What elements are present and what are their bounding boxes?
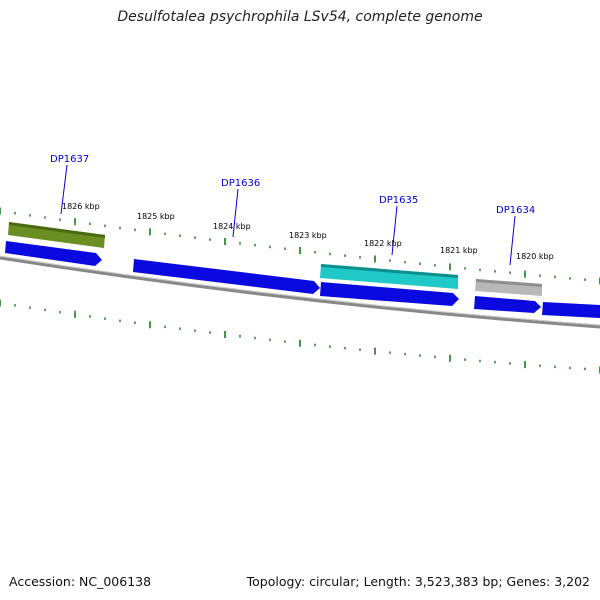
inner-tick-row xyxy=(0,207,600,285)
tick-label-group: 1826 kbp 1825 kbp 1824 kbp 1823 kbp 1822 kbp… xyxy=(62,202,554,261)
gene-bar-dp1635[interactable] xyxy=(320,264,458,289)
scale-tick-label: 1826 kbp xyxy=(62,202,100,211)
scale-tick-label: 1821 kbp xyxy=(440,246,478,255)
scale-tick-label: 1824 kbp xyxy=(213,222,251,231)
gene-track xyxy=(8,222,542,296)
cds-track xyxy=(5,241,600,318)
gene-label-dp1635[interactable]: DP1635 xyxy=(379,195,418,206)
gene-labels: DP1637 DP1636 DP1635 DP1634 xyxy=(50,154,535,216)
gene-bar-dp1637-shade xyxy=(9,222,105,238)
genome-info-text: Topology: circular; Length: 3,523,383 bp… xyxy=(246,574,590,589)
accession-text: Accession: NC_006138 xyxy=(9,574,152,589)
outer-tick-row xyxy=(0,299,600,374)
gene-label-dp1637[interactable]: DP1637 xyxy=(50,154,89,165)
gene-label-leaders xyxy=(60,164,516,266)
gene-bar-dp1634-shade xyxy=(476,279,542,287)
cds-arrow[interactable] xyxy=(133,259,320,294)
cds-arrow[interactable] xyxy=(5,241,102,266)
scale-tick-label: 1823 kbp xyxy=(289,231,327,240)
scale-tick-label: 1822 kbp xyxy=(364,239,402,248)
cds-arrow[interactable] xyxy=(320,282,459,306)
leader-line-dp1635 xyxy=(391,205,398,256)
genome-backbone xyxy=(0,256,600,329)
leader-line-dp1637 xyxy=(60,164,68,215)
scale-tick-label: 1820 kbp xyxy=(516,252,554,261)
cds-arrow[interactable] xyxy=(474,296,541,313)
cds-arrow[interactable] xyxy=(542,302,600,318)
genome-backbone-highlight xyxy=(0,255,600,326)
map-title: Desulfotalea psychrophila LSv54, complet… xyxy=(117,9,483,25)
leader-line-dp1636 xyxy=(232,188,239,238)
leader-line-dp1634 xyxy=(509,215,516,266)
scale-tick-label: 1825 kbp xyxy=(137,212,175,221)
gene-label-dp1636[interactable]: DP1636 xyxy=(221,178,260,189)
gene-bar-dp1635-shade xyxy=(321,264,458,278)
gene-bar-dp1637[interactable] xyxy=(8,222,105,248)
gene-label-dp1634[interactable]: DP1634 xyxy=(496,205,535,216)
